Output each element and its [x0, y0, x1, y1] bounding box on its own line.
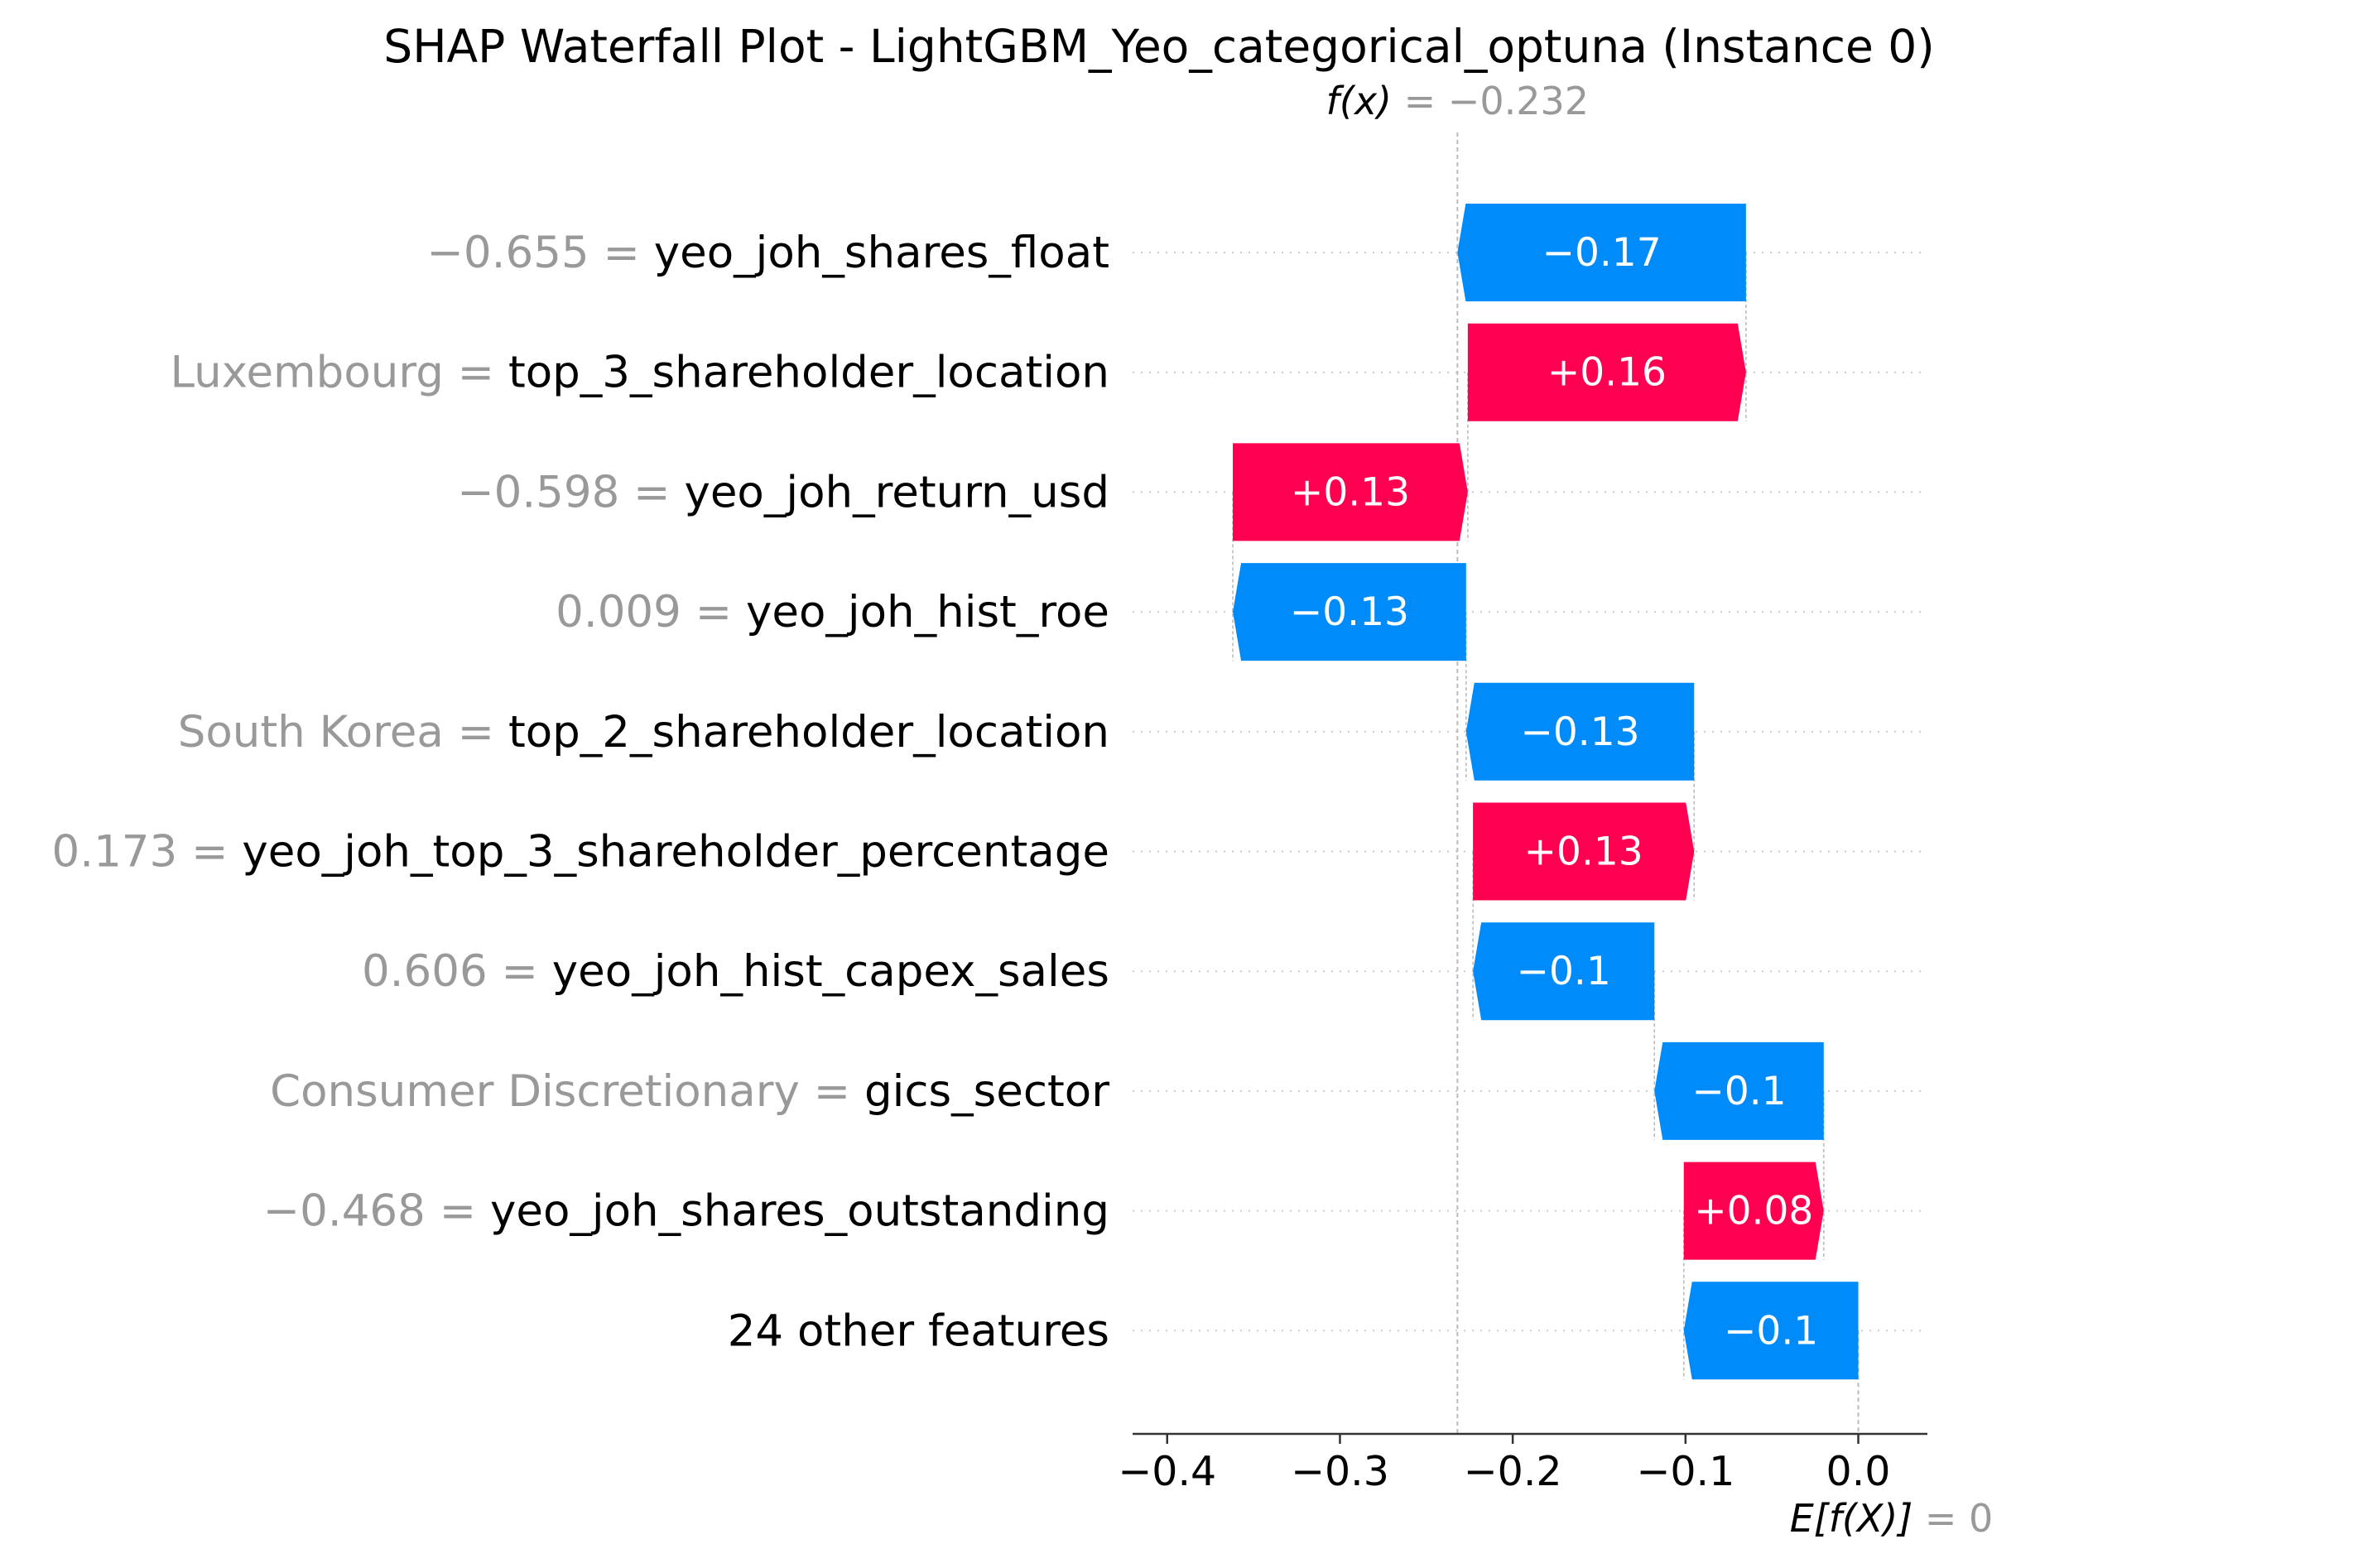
waterfall-bar [1654, 1041, 1824, 1140]
x-tick-label: −0.4 [1118, 1448, 1216, 1495]
feature-name: yeo_joh_shares_outstanding [490, 1186, 1109, 1237]
bar-value-label: −0.1 [1724, 1308, 1818, 1354]
waterfall-bar [1465, 682, 1695, 781]
x-tick-label: 0.0 [1826, 1448, 1891, 1495]
waterfall-bar [1467, 323, 1746, 421]
feature-name: yeo_joh_shares_float [654, 228, 1109, 278]
feature-name: yeo_joh_hist_roe [746, 587, 1109, 637]
feature-label: South Korea = top_2_shareholder_location [178, 707, 1109, 758]
annotation-layer: f(x) = −0.232 E[f(X)] = 0 [1326, 79, 1994, 1541]
chart-title: SHAP Waterfall Plot - LightGBM_Yeo_categ… [383, 20, 1934, 73]
feature-label: 24 other features [728, 1306, 1109, 1356]
x-tick-label: −0.1 [1636, 1448, 1734, 1495]
bar-value-label: −0.1 [1517, 949, 1611, 994]
feature-label: Consumer Discretionary = gics_sector [270, 1066, 1109, 1117]
feature-name: gics_sector [864, 1066, 1109, 1117]
waterfall-bar [1683, 1282, 1859, 1380]
waterfall-bar [1683, 1162, 1824, 1260]
feature-value: −0.598 = [457, 467, 684, 517]
bar-value-label: −0.17 [1542, 230, 1662, 276]
bar-value-label: +0.08 [1694, 1189, 1813, 1234]
feature-value: South Korea = [178, 707, 508, 758]
waterfall-bar [1233, 563, 1466, 661]
feature-label: 0.009 = yeo_joh_hist_roe [556, 587, 1109, 637]
feature-label: −0.468 = yeo_joh_shares_outstanding [263, 1186, 1109, 1237]
feature-label: 0.606 = yeo_joh_hist_capex_sales [362, 946, 1109, 997]
bar-value-label: −0.1 [1691, 1069, 1786, 1114]
feature-value: Consumer Discretionary = [270, 1066, 864, 1117]
feature-name: yeo_joh_return_usd [684, 467, 1109, 517]
feature-name: yeo_joh_top_3_shareholder_percentage [242, 827, 1109, 878]
x-tick-label: −0.3 [1291, 1448, 1389, 1495]
bar-value-label: −0.13 [1290, 589, 1409, 635]
fx-annotation: f(x) = −0.232 [1326, 79, 1589, 123]
feature-value: 0.009 = [556, 587, 746, 637]
base-label: E[f(X)] [1790, 1496, 1925, 1541]
feature-value: −0.468 = [263, 1186, 490, 1237]
feature-name: top_2_shareholder_location [508, 707, 1109, 758]
bar-value-label: +0.13 [1291, 469, 1410, 515]
feature-label-layer: −0.655 = yeo_joh_shares_float Luxembourg … [52, 228, 1110, 1356]
feature-value: 0.606 = [362, 946, 552, 997]
feature-value: Luxembourg = [171, 348, 508, 398]
feature-value: −0.655 = [427, 228, 654, 278]
fx-label: f(x) [1326, 79, 1404, 123]
x-axis: −0.4 −0.3 −0.2 −0.1 0.0 [1118, 1432, 1927, 1495]
feature-label: Luxembourg = top_3_shareholder_location [171, 348, 1109, 398]
feature-value: 0.173 = [52, 827, 243, 878]
feature-name: top_3_shareholder_location [508, 348, 1109, 398]
bar-value-label: +0.13 [1524, 830, 1643, 875]
waterfall-bar [1233, 443, 1468, 541]
waterfall-bar [1473, 922, 1655, 1021]
bar-value-label: +0.16 [1547, 350, 1667, 396]
base-value: = 0 [1925, 1496, 1993, 1541]
feature-name: 24 other features [728, 1306, 1109, 1356]
waterfall-bar [1473, 802, 1695, 901]
feature-label: −0.655 = yeo_joh_shares_float [427, 228, 1110, 278]
base-value-annotation: E[f(X)] = 0 [1790, 1496, 1994, 1541]
bar-value-label: −0.13 [1521, 709, 1640, 755]
feature-label: −0.598 = yeo_joh_return_usd [457, 467, 1109, 517]
bar-layer: −0.17 +0.16 +0.13 −0.13 −0.13 +0.13 −0.1 −0.1 +0… [1233, 204, 1859, 1380]
feature-name: yeo_joh_hist_capex_sales [552, 946, 1109, 997]
x-tick-label: −0.2 [1464, 1448, 1562, 1495]
waterfall-bar [1457, 204, 1746, 301]
fx-value: = −0.232 [1404, 79, 1589, 123]
feature-label: 0.173 = yeo_joh_top_3_shareholder_percen… [52, 827, 1109, 878]
